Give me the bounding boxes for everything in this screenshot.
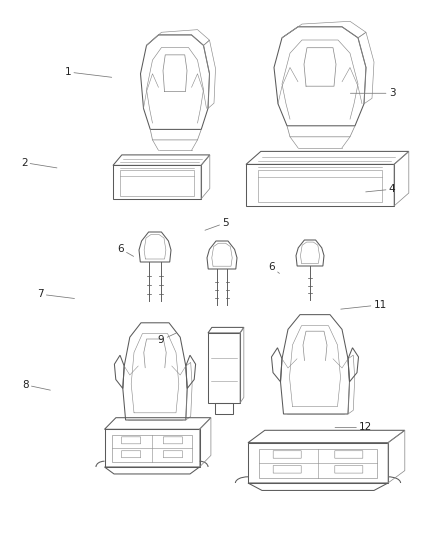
Text: 7: 7 [37,289,74,299]
Text: 6: 6 [117,244,134,256]
Text: 12: 12 [335,423,372,432]
Text: 6: 6 [268,262,279,273]
Text: 11: 11 [341,300,387,310]
Text: 3: 3 [350,88,396,98]
Text: 4: 4 [366,184,396,194]
Text: 2: 2 [21,158,57,168]
Text: 8: 8 [22,380,50,390]
Text: 9: 9 [158,333,176,345]
Text: 1: 1 [64,67,112,77]
Text: 5: 5 [205,218,229,230]
